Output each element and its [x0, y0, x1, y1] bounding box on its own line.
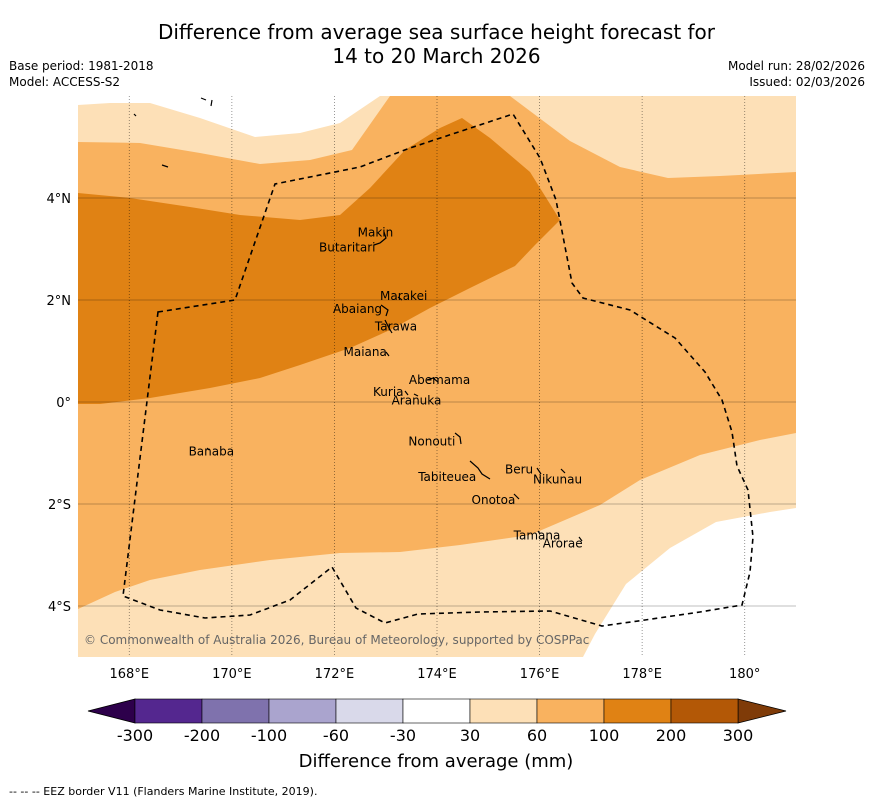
island-label-nonouti: Nonouti	[408, 434, 455, 448]
colorbar-segment	[536, 698, 605, 724]
colorbar-tick-label: -300	[117, 726, 153, 745]
base-period: Base period: 1981-2018	[9, 59, 154, 73]
colorbar-label: Difference from average (mm)	[299, 751, 574, 772]
island-label-abemama: Abemama	[409, 373, 470, 387]
island-label-banaba: Banaba	[189, 445, 235, 459]
colorbar-tick-label: -200	[184, 726, 220, 745]
colorbar-tick-label: 100	[589, 726, 620, 745]
island-outline-aranuka	[413, 393, 419, 397]
island-outlines	[133, 97, 583, 542]
island-outline-tarawa	[384, 319, 393, 334]
island-label-nikunau: Nikunau	[533, 473, 582, 487]
island-label-butaritari: Butaritari	[319, 241, 376, 255]
model-name: Model: ACCESS-S2	[9, 75, 121, 89]
island-label-tabiteuea: Tabiteuea	[417, 470, 476, 484]
island-outline-banaba	[206, 447, 210, 451]
island-outline-nikunau	[560, 468, 566, 474]
colorbar-segment	[402, 698, 471, 724]
credit-text: © Commonwealth of Australia 2026, Bureau…	[84, 633, 589, 647]
longitude-labels: 168°E 170°E 172°E 174°E 176°E 178°E 180°	[110, 667, 761, 682]
colorbar-segment	[134, 698, 203, 724]
island-outline-nw-1	[200, 97, 207, 101]
title-line-2: 14 to 20 March 2026	[332, 44, 541, 68]
lat-tick-label: 0°	[56, 396, 71, 411]
island-label-arorae: Arorae	[543, 536, 583, 550]
island-outline-nw-3	[133, 113, 137, 117]
island-outline-maiana	[385, 351, 390, 357]
island-outline-tamana	[537, 530, 541, 535]
colorbar-over-arrow	[737, 698, 787, 724]
colorbar-segment	[603, 698, 672, 724]
band-100-200	[78, 118, 560, 404]
lat-tick-label: 2°S	[48, 498, 71, 513]
island-label-marakei: Marakei	[380, 289, 427, 303]
island-outline-onotoa	[513, 493, 520, 500]
island-outline-makin	[373, 231, 387, 246]
island-outline-nw-4	[161, 164, 169, 168]
island-label-abaiang: Abaiang	[333, 302, 382, 316]
colorbar-segment	[201, 698, 270, 724]
island-label-aranuka: Aranuka	[392, 394, 442, 408]
colorbar-segment	[670, 698, 739, 724]
colorbar-segment	[335, 698, 404, 724]
island-label-maiana: Maiana	[344, 345, 387, 359]
lat-tick-label: 2°N	[47, 294, 72, 309]
colorbar-tick-label: 200	[656, 726, 687, 745]
island-outline-abaiang	[380, 304, 389, 317]
issued-date: Issued: 02/03/2026	[749, 75, 865, 89]
colorbar-tick-label: -60	[323, 726, 349, 745]
island-label-makin: Makin	[358, 225, 394, 239]
island-outline-kuria	[404, 390, 409, 396]
island-label-onotoa: Onotoa	[472, 493, 516, 507]
colorbar-tick-label: -30	[390, 726, 416, 745]
island-outline-nonouti	[454, 432, 462, 445]
island-label-tamana: Tamana	[513, 529, 561, 543]
colorbar-under-arrow	[87, 698, 136, 724]
island-label-kuria: Kuria	[373, 385, 404, 399]
island-label-beru: Beru	[505, 462, 533, 476]
island-outline-tabiteuea	[469, 460, 491, 480]
lon-tick-label: 174°E	[417, 667, 457, 682]
colorbar-tick-label: -100	[251, 726, 287, 745]
colorbar-segment	[268, 698, 337, 724]
graticule	[78, 96, 796, 657]
island-outline-abemama	[426, 377, 439, 383]
band-lower-white	[583, 508, 796, 657]
colorbar-tick-label: 60	[527, 726, 547, 745]
colorbar-tick-label: 30	[460, 726, 480, 745]
colorbar: -300 -200 -100 -60 -30 30 60 100 200 300	[87, 698, 787, 745]
lon-tick-label: 176°E	[520, 667, 560, 682]
lon-tick-label: 172°E	[315, 667, 355, 682]
model-info: Base period: 1981-2018 Model: ACCESS-S2	[9, 58, 154, 90]
model-run-date: Model run: 28/02/2026	[727, 59, 865, 73]
lat-tick-label: 4°N	[47, 192, 72, 207]
title-line-1: Difference from average sea surface heig…	[157, 20, 716, 44]
colorbar-tick-label: 300	[723, 726, 754, 745]
lon-tick-label: 178°E	[622, 667, 662, 682]
map-title: Difference from average sea surface heig…	[0, 20, 873, 68]
run-info: Model run: 28/02/2026 Issued: 02/03/2026	[728, 58, 865, 90]
island-outline-beru	[536, 467, 542, 475]
lat-tick-label: 4°S	[48, 600, 71, 615]
island-outline-arorae	[578, 536, 583, 542]
island-label-tarawa: Tarawa	[374, 320, 417, 334]
lon-tick-label: 180°	[729, 667, 760, 682]
eez-note: -- -- -- EEZ border V11 (Flanders Marine…	[9, 785, 318, 798]
island-outline-marakei	[397, 296, 403, 301]
lon-tick-label: 168°E	[110, 667, 150, 682]
lon-tick-label: 170°E	[212, 667, 252, 682]
colorbar-segment	[469, 698, 538, 724]
island-outline-nw-2	[210, 99, 213, 107]
latitude-labels: 4°N 2°N 0° 2°S 4°S	[47, 192, 72, 615]
